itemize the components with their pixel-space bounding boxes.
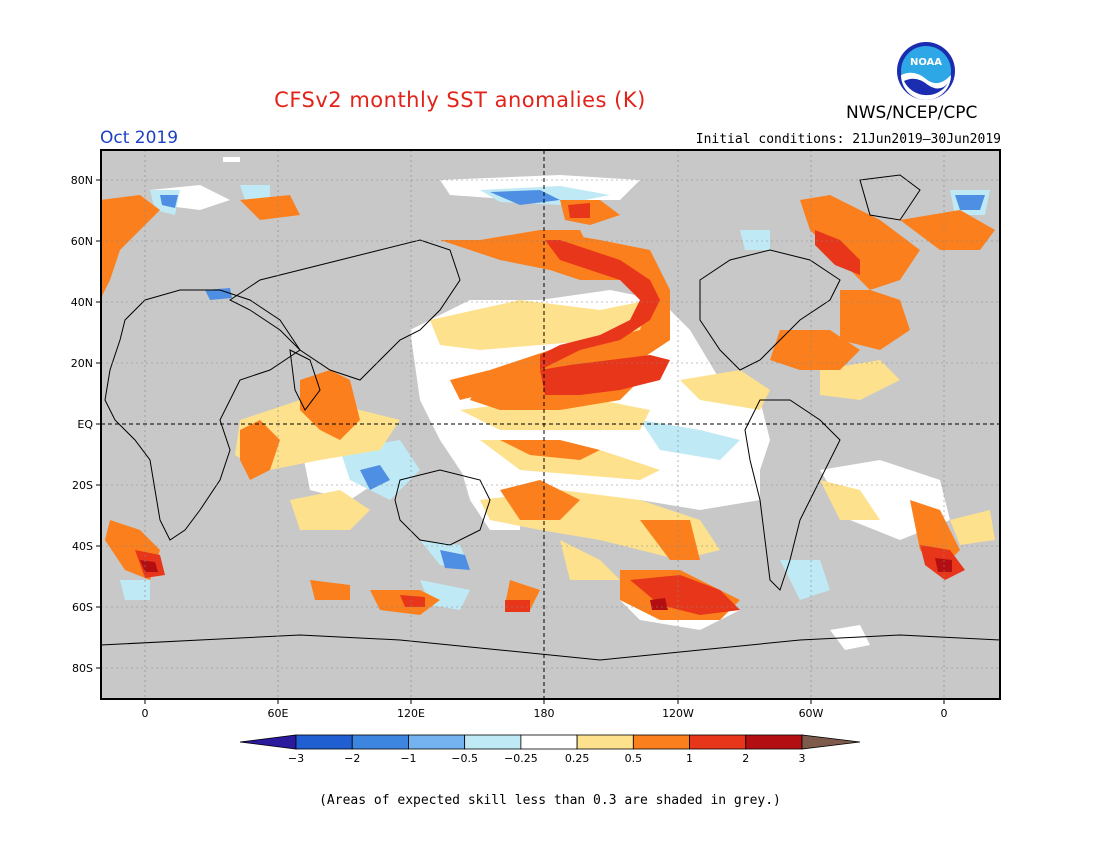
negative-anomaly-areas [160,190,985,570]
lon-tick-label: 0 [941,707,948,720]
forecast-month: Oct 2019 [100,128,179,148]
colorbar-label: 0.5 [625,752,643,765]
colorbar-label: −0.5 [451,752,478,765]
logo-text: NOAA [910,57,942,68]
lat-tick-label: 80S [72,662,93,675]
equator-dateline [101,150,1000,699]
lon-tick-label: 60W [799,707,824,720]
lon-tick-label: 60E [268,707,289,720]
lon-tick-label: 120E [397,707,425,720]
lat-tick-label: 40S [72,540,93,553]
lat-tick-label: 80N [71,174,93,187]
organization-label: NWS/NCEP/CPC [846,103,978,123]
colorbar-label: 1 [686,752,693,765]
colorbar-label: −0.25 [504,752,538,765]
colorbar-segment [745,734,803,750]
lat-tick-label: 60S [72,601,93,614]
chart-title: CFSv2 monthly SST anomalies (K) [274,88,646,112]
lon-tick-label: 0 [142,707,149,720]
colorbar-label: 3 [799,752,806,765]
colorbar-segment [632,734,690,750]
colorbar-segment [408,734,466,750]
very-strong-warm-areas [140,558,952,610]
colorbar-label: −2 [344,752,360,765]
footnote: (Areas of expected skill less than 0.3 a… [319,793,781,808]
colorbar-label: 0.25 [565,752,590,765]
gridlines [101,150,1000,699]
colorbar-arrow-low [239,734,297,750]
longitude-axis: 0 60E 120E 180 120W 60W 0 [142,699,948,720]
colorbar: −3 −2 −1 −0.5 −0.25 0.25 0.5 1 2 3 [239,734,861,765]
colorbar-label: −3 [288,752,304,765]
lat-tick-label: 40N [71,296,93,309]
latitude-axis: 80N 60N 40N 20N EQ 20S 40S 60S 80S [71,174,101,675]
noaa-logo: NOAA [894,41,958,105]
colorbar-segment [295,734,353,750]
initial-conditions: Initial conditions: 21Jun2019–30Jun2019 [695,132,1001,147]
colorbar-segment [351,734,409,750]
coastlines [101,174,1000,661]
lat-tick-label: 20S [72,479,93,492]
lon-tick-label: 180 [534,707,555,720]
colorbar-label: −1 [400,752,416,765]
lat-tick-label: 60N [71,235,93,248]
lat-tick-label: 20N [71,357,93,370]
lat-tick-label: EQ [77,418,93,431]
colorbar-segment [520,734,578,750]
colorbar-segment [689,734,747,750]
colorbar-arrow-high [801,734,861,750]
colorbar-segment [576,734,634,750]
colorbar-label: 2 [742,752,749,765]
lon-tick-label: 120W [662,707,694,720]
colorbar-segment [464,734,522,750]
